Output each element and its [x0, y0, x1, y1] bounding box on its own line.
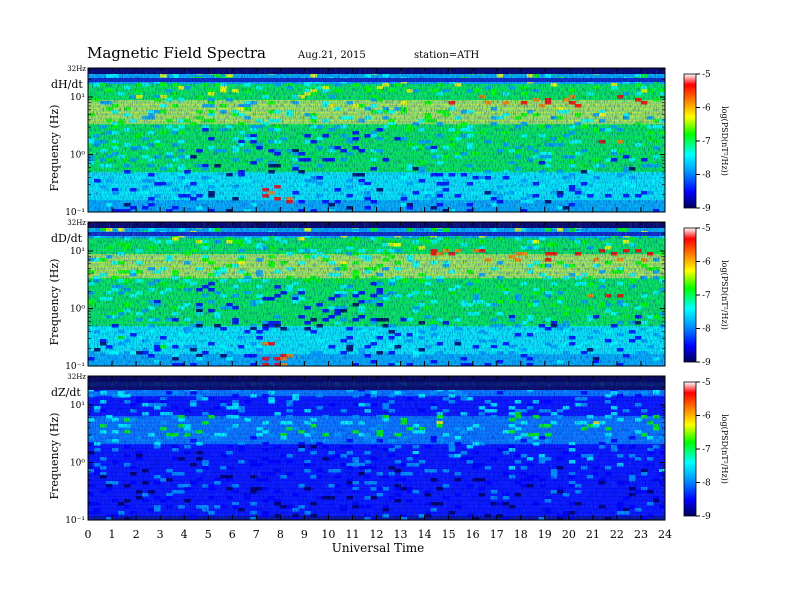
- figure-title: Magnetic Field Spectra: [87, 44, 266, 62]
- colorbar-label: log(PSD(nT²/Hz)): [720, 414, 729, 484]
- colorbar-label: log(PSD(nT²/Hz)): [720, 106, 729, 176]
- colorbar-tick-label: -8: [702, 325, 711, 335]
- x-tick-label: 7: [253, 528, 260, 541]
- x-tick-label: 22: [610, 528, 624, 541]
- spectrogram-texture: [88, 222, 665, 366]
- x-tick-label: 3: [157, 528, 164, 541]
- x-tick-label: 9: [301, 528, 308, 541]
- x-tick-label: 15: [442, 528, 456, 541]
- y-tick-label: 10¹: [70, 401, 85, 411]
- colorbar-tick-label: -5: [702, 224, 711, 234]
- component-label: dH/dt: [51, 78, 83, 91]
- x-tick-label: 18: [514, 528, 528, 541]
- x-tick-label: 19: [538, 528, 552, 541]
- colorbar-tick-label: -8: [702, 171, 711, 181]
- y-tick-label: 10⁻¹: [65, 516, 85, 526]
- spectrogram-texture: [88, 68, 665, 212]
- x-tick-label: 5: [205, 528, 212, 541]
- y-tick-label: 10⁰: [70, 151, 85, 161]
- y-axis-label: Frequency (Hz): [48, 259, 61, 346]
- colorbar-tick-label: -6: [702, 412, 711, 422]
- y-tick-label: 10⁻¹: [65, 208, 85, 218]
- component-label: dZ/dt: [51, 386, 81, 399]
- x-tick-label: 11: [345, 528, 359, 541]
- x-tick-label: 20: [562, 528, 576, 541]
- top-frequency-label: 32Hz: [67, 65, 86, 73]
- colorbar: [683, 381, 697, 517]
- top-frequency-label: 32Hz: [67, 219, 86, 227]
- colorbar-tick-label: -5: [702, 378, 711, 388]
- x-tick-label: 14: [418, 528, 432, 541]
- date-label: Aug.21, 2015: [297, 50, 366, 61]
- y-tick-label: 10¹: [70, 93, 85, 103]
- panel-3: 10¹ 10⁰ 10⁻¹ 32Hz dZ/dt Frequency (Hz) -5 -6 -7 -…: [48, 373, 729, 526]
- component-label: dD/dt: [51, 232, 83, 245]
- x-tick-label: 13: [394, 528, 408, 541]
- station-label: station=ATH: [414, 50, 480, 61]
- colorbar-tick-label: -7: [702, 291, 711, 301]
- y-tick-label: 10⁰: [70, 305, 85, 315]
- colorbar-tick-label: -9: [702, 204, 711, 214]
- x-tick-label: 1: [109, 528, 116, 541]
- panel-1: 10¹ 10⁰ 10⁻¹ 32Hz dH/dt Frequency (Hz) -5 -6 -7 -…: [48, 65, 729, 218]
- colorbar-tick-label: -9: [702, 512, 711, 522]
- y-tick-label: 10¹: [70, 247, 85, 257]
- x-axis: 0 1 2 3 4 5 6 7 8 9 10 11 12 13 14 15 16 17 18 19 20 21 22 23 24: [85, 528, 673, 541]
- colorbar: [683, 227, 697, 363]
- x-tick-label: 24: [658, 528, 672, 541]
- x-tick-label: 2: [133, 528, 140, 541]
- x-tick-label: 23: [634, 528, 648, 541]
- colorbar-label: log(PSD(nT²/Hz)): [720, 260, 729, 330]
- x-tick-label: 12: [370, 528, 384, 541]
- colorbar-tick-label: -7: [702, 445, 711, 455]
- colorbar: [683, 73, 697, 209]
- colorbar-tick-label: -5: [702, 70, 711, 80]
- colorbar-tick-label: -9: [702, 358, 711, 368]
- x-tick-label: 17: [490, 528, 504, 541]
- y-tick-label: 10⁰: [70, 459, 85, 469]
- x-tick-label: 8: [277, 528, 284, 541]
- colorbar-tick-label: -7: [702, 137, 711, 147]
- colorbar-tick-label: -6: [702, 258, 711, 268]
- y-tick-label: 10⁻¹: [65, 362, 85, 372]
- x-tick-label: 10: [321, 528, 335, 541]
- y-axis-label: Frequency (Hz): [48, 105, 61, 192]
- top-frequency-label: 32Hz: [67, 373, 86, 381]
- spectrogram-texture: [88, 376, 665, 520]
- x-tick-label: 16: [466, 528, 480, 541]
- x-tick-label: 6: [229, 528, 236, 541]
- colorbar-tick-label: -6: [702, 104, 711, 114]
- x-axis-label: Universal Time: [332, 541, 425, 555]
- x-tick-label: 4: [181, 528, 188, 541]
- x-tick-label: 0: [85, 528, 92, 541]
- x-tick-label: 21: [586, 528, 600, 541]
- y-axis-label: Frequency (Hz): [48, 413, 61, 500]
- colorbar-tick-label: -8: [702, 479, 711, 489]
- panel-2: 10¹ 10⁰ 10⁻¹ 32Hz dD/dt Frequency (Hz) -5 -6 -7 -…: [48, 219, 729, 372]
